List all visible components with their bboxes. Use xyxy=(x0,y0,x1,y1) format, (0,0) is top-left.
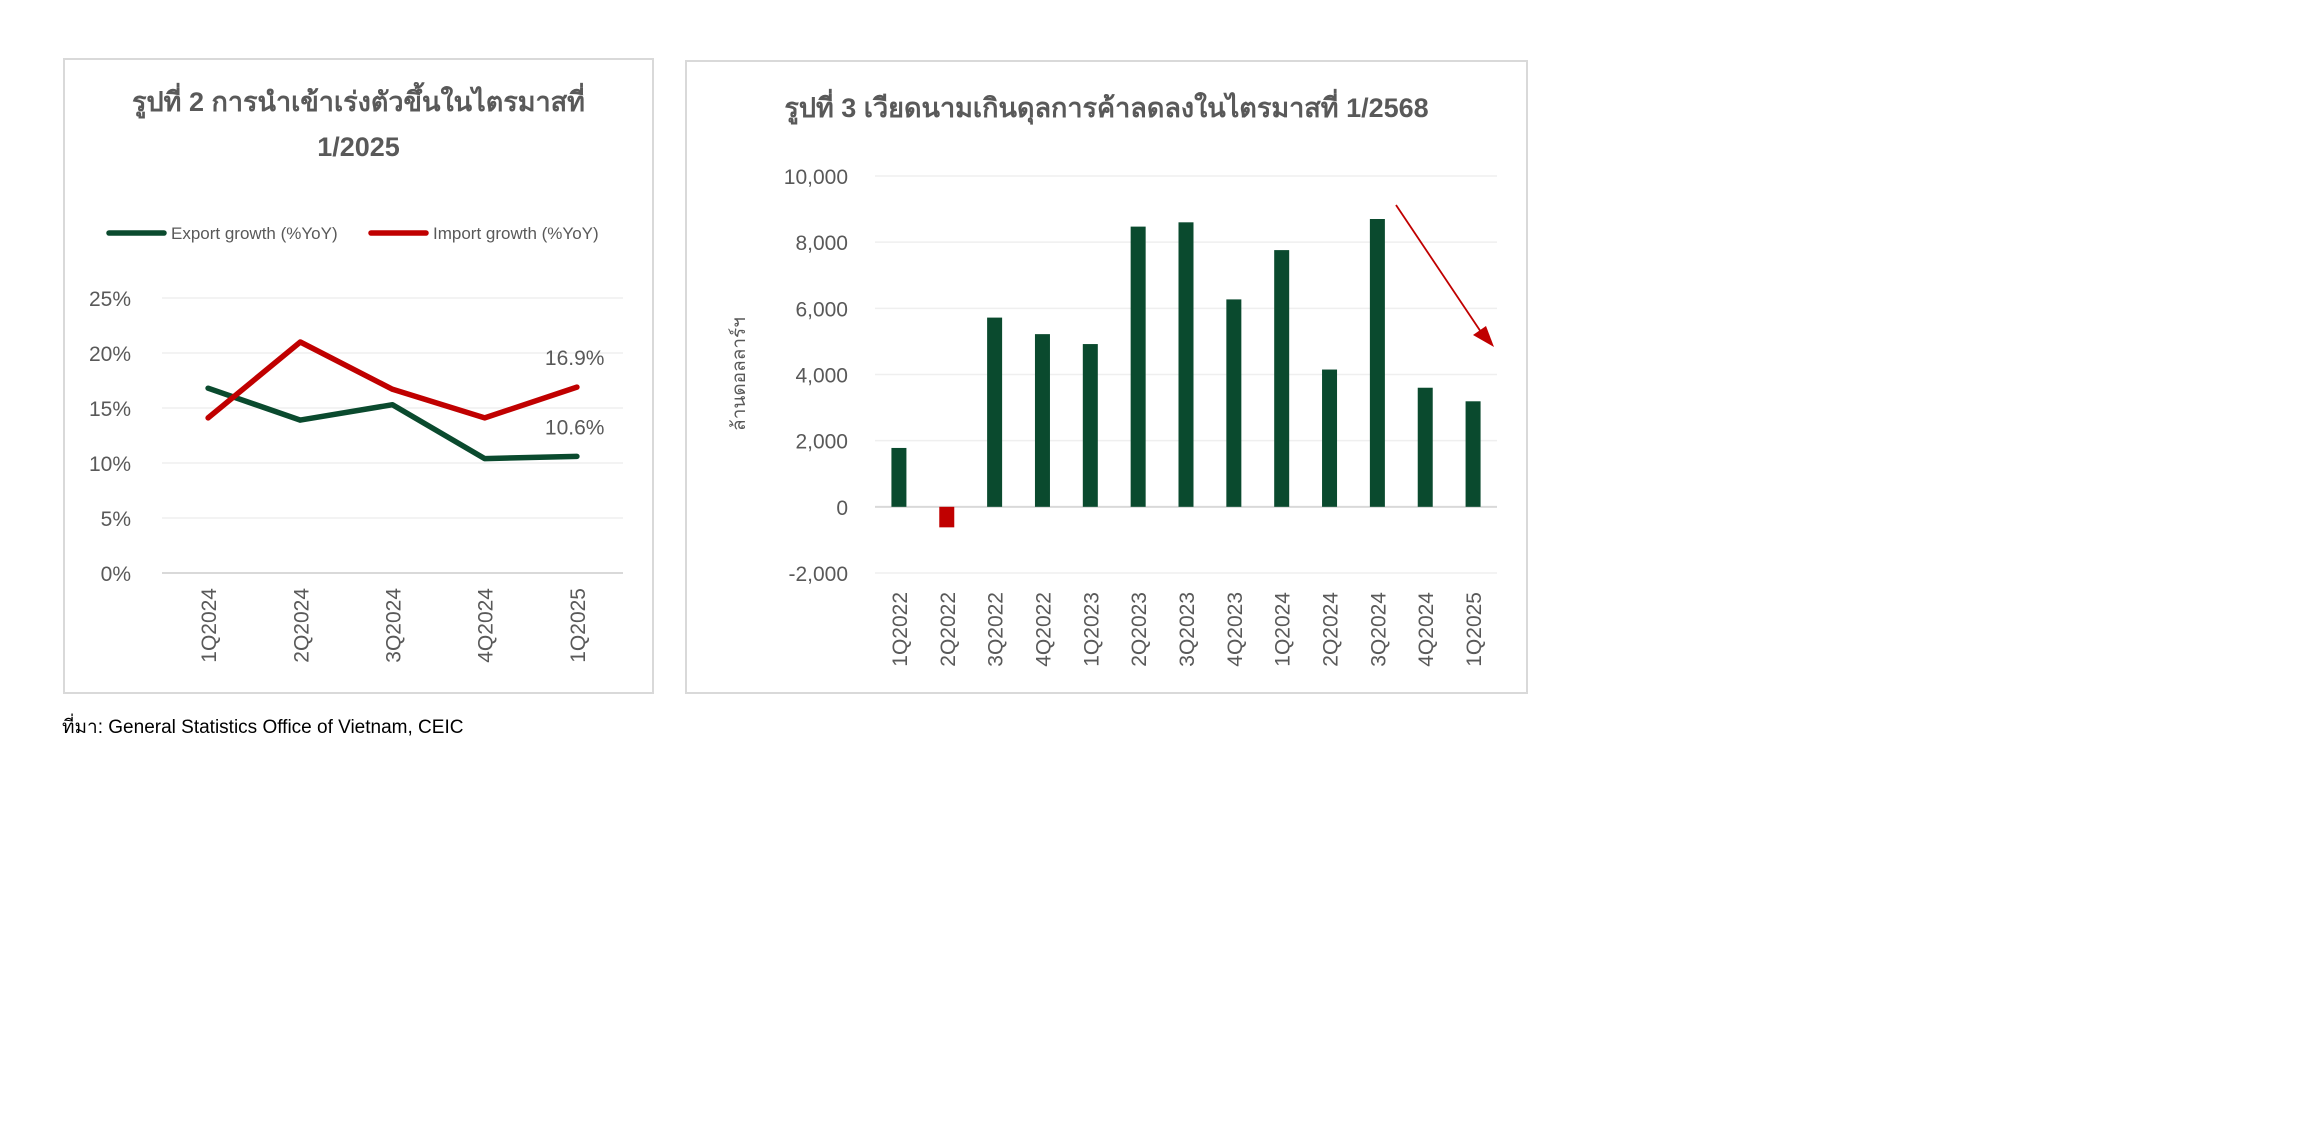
bar xyxy=(1130,226,1146,507)
bar xyxy=(1322,369,1338,507)
data-label: 16.9% xyxy=(545,347,605,370)
x-tick-label: 2Q2024 xyxy=(290,588,313,663)
bar xyxy=(1417,387,1433,507)
y-tick-label: 10,000 xyxy=(784,166,848,189)
x-tick-label: 1Q2022 xyxy=(889,592,912,667)
y-tick-label: 10% xyxy=(89,453,131,476)
legend-label: Export growth (%YoY) xyxy=(171,224,338,243)
y-tick-label: -2,000 xyxy=(788,563,848,586)
y-tick-label: 0 xyxy=(836,497,848,520)
trend-arrow xyxy=(1395,204,1482,333)
x-tick-label: 3Q2024 xyxy=(1367,592,1390,667)
series-line xyxy=(205,385,580,462)
y-tick-label: 20% xyxy=(89,343,131,366)
bar xyxy=(891,447,907,507)
growth-line-chart: 0% 5% 10% 15% 20% 25% 1Q2024 2Q2024 3Q2024 4Q2024… xyxy=(89,224,623,663)
x-tick-label: 1Q2024 xyxy=(198,588,221,663)
series-line xyxy=(205,339,580,421)
chart-title: รูปที่ 3 เวียดนามเกินดุลการค้าลดลงในไตรม… xyxy=(784,93,1429,123)
bar xyxy=(1465,401,1481,507)
y-tick-label: 6,000 xyxy=(795,298,848,321)
bar xyxy=(1226,299,1242,507)
data-label: 10.6% xyxy=(545,416,605,439)
y-tick-label: 0% xyxy=(101,563,131,586)
bar xyxy=(1369,219,1385,507)
x-tick-label: 4Q2023 xyxy=(1224,592,1247,667)
y-tick-label: 8,000 xyxy=(795,232,848,255)
x-tick-label: 3Q2023 xyxy=(1176,592,1199,667)
x-tick-label: 3Q2022 xyxy=(985,592,1008,667)
source-note: ที่มา: General Statistics Office of Viet… xyxy=(62,717,464,738)
trade-surplus-bar-chart: -2,000 0 2,000 4,000 6,000 8,000 10,000 ล้านดอล… xyxy=(728,166,1497,667)
y-axis-title: ล้านดอลลาร์ฯ xyxy=(728,317,750,431)
x-tick-label: 2Q2024 xyxy=(1320,592,1343,667)
bar xyxy=(1034,334,1050,507)
chart-title: รูปที่ 2 การนำเข้าเร่งตัวขึ้นในไตรมาสที่… xyxy=(132,87,585,162)
bar xyxy=(939,506,955,528)
x-tick-label: 4Q2024 xyxy=(475,588,498,663)
trade-surplus-chart-panel: รูปที่ 3 เวียดนามเกินดุลการค้าลดลงในไตรม… xyxy=(685,60,1528,694)
x-tick-label: 4Q2024 xyxy=(1415,592,1438,667)
bar xyxy=(1274,250,1290,507)
x-tick-label: 2Q2022 xyxy=(937,592,960,667)
x-tick-label: 1Q2025 xyxy=(567,588,590,663)
import-export-growth-chart-panel: รูปที่ 2 การนำเข้าเร่งตัวขึ้นในไตรมาสที่… xyxy=(63,58,654,694)
bar xyxy=(1178,222,1194,507)
y-tick-label: 5% xyxy=(101,508,131,531)
y-tick-label: 4,000 xyxy=(795,365,848,388)
x-tick-label: 4Q2022 xyxy=(1032,592,1055,667)
x-tick-label: 3Q2024 xyxy=(383,588,406,663)
y-tick-label: 2,000 xyxy=(795,431,848,454)
x-tick-label: 1Q2023 xyxy=(1080,592,1103,667)
y-tick-label: 25% xyxy=(89,288,131,311)
legend-label: Import growth (%YoY) xyxy=(433,224,599,243)
trend-arrowhead xyxy=(1473,326,1494,347)
bar xyxy=(987,317,1003,507)
x-tick-label: 2Q2023 xyxy=(1128,592,1151,667)
y-tick-label: 15% xyxy=(89,398,131,421)
bar xyxy=(1082,344,1098,507)
x-tick-label: 1Q2025 xyxy=(1463,592,1486,667)
x-tick-label: 1Q2024 xyxy=(1272,592,1295,667)
